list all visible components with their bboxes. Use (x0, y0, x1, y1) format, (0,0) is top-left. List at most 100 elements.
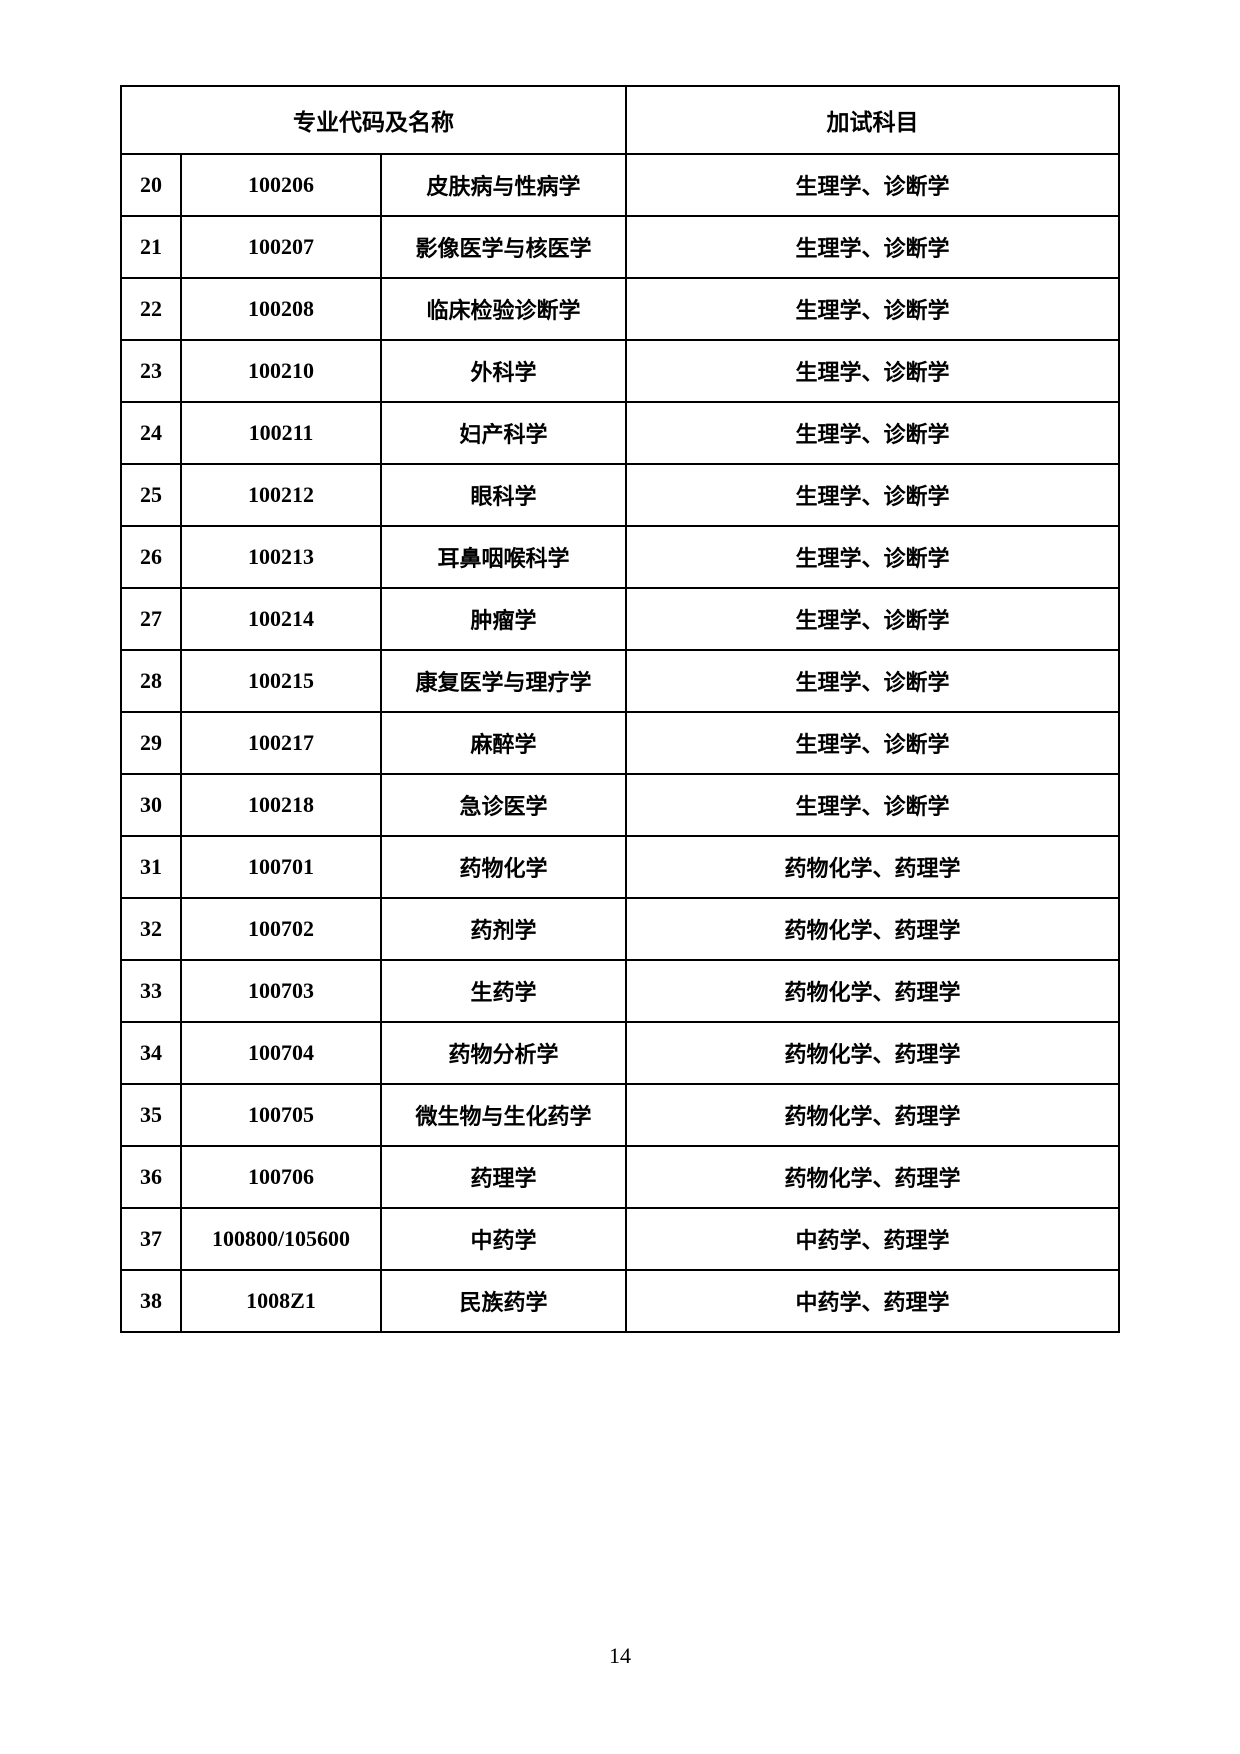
cell-subject: 生理学、诊断学 (626, 712, 1119, 774)
cell-name: 民族药学 (381, 1270, 626, 1332)
cell-name: 急诊医学 (381, 774, 626, 836)
cell-code: 100206 (181, 154, 381, 216)
cell-code: 100212 (181, 464, 381, 526)
cell-index: 33 (121, 960, 181, 1022)
cell-index: 29 (121, 712, 181, 774)
cell-code: 100703 (181, 960, 381, 1022)
cell-index: 23 (121, 340, 181, 402)
cell-code: 100208 (181, 278, 381, 340)
table-row: 20100206皮肤病与性病学生理学、诊断学 (121, 154, 1119, 216)
subjects-table: 专业代码及名称 加试科目 20100206皮肤病与性病学生理学、诊断学21100… (120, 85, 1120, 1333)
cell-index: 20 (121, 154, 181, 216)
cell-subject: 生理学、诊断学 (626, 526, 1119, 588)
table-header-row: 专业代码及名称 加试科目 (121, 86, 1119, 154)
cell-code: 100207 (181, 216, 381, 278)
cell-name: 生药学 (381, 960, 626, 1022)
cell-code: 100214 (181, 588, 381, 650)
cell-index: 35 (121, 1084, 181, 1146)
cell-code: 100705 (181, 1084, 381, 1146)
table-row: 21100207影像医学与核医学生理学、诊断学 (121, 216, 1119, 278)
cell-name: 影像医学与核医学 (381, 216, 626, 278)
cell-name: 药剂学 (381, 898, 626, 960)
cell-code: 100702 (181, 898, 381, 960)
cell-name: 皮肤病与性病学 (381, 154, 626, 216)
cell-index: 31 (121, 836, 181, 898)
cell-name: 外科学 (381, 340, 626, 402)
cell-code: 100800/105600 (181, 1208, 381, 1270)
page-container: 专业代码及名称 加试科目 20100206皮肤病与性病学生理学、诊断学21100… (0, 0, 1240, 1333)
table-row: 34100704药物分析学药物化学、药理学 (121, 1022, 1119, 1084)
header-group-2: 加试科目 (626, 86, 1119, 154)
table-row: 22100208临床检验诊断学生理学、诊断学 (121, 278, 1119, 340)
cell-subject: 生理学、诊断学 (626, 464, 1119, 526)
cell-index: 27 (121, 588, 181, 650)
table-row: 31100701药物化学药物化学、药理学 (121, 836, 1119, 898)
cell-subject: 药物化学、药理学 (626, 1022, 1119, 1084)
cell-code: 100706 (181, 1146, 381, 1208)
cell-name: 康复医学与理疗学 (381, 650, 626, 712)
cell-index: 26 (121, 526, 181, 588)
table-row: 30100218急诊医学生理学、诊断学 (121, 774, 1119, 836)
cell-index: 32 (121, 898, 181, 960)
cell-code: 100701 (181, 836, 381, 898)
cell-name: 妇产科学 (381, 402, 626, 464)
cell-code: 100704 (181, 1022, 381, 1084)
table-body: 20100206皮肤病与性病学生理学、诊断学21100207影像医学与核医学生理… (121, 154, 1119, 1332)
cell-code: 100215 (181, 650, 381, 712)
cell-name: 药物化学 (381, 836, 626, 898)
cell-code: 100213 (181, 526, 381, 588)
table-row: 25100212眼科学生理学、诊断学 (121, 464, 1119, 526)
cell-subject: 药物化学、药理学 (626, 960, 1119, 1022)
cell-subject: 药物化学、药理学 (626, 836, 1119, 898)
cell-index: 28 (121, 650, 181, 712)
table-row: 35100705微生物与生化药学药物化学、药理学 (121, 1084, 1119, 1146)
cell-subject: 药物化学、药理学 (626, 1084, 1119, 1146)
cell-subject: 生理学、诊断学 (626, 774, 1119, 836)
cell-index: 37 (121, 1208, 181, 1270)
cell-name: 麻醉学 (381, 712, 626, 774)
table-row: 32100702药剂学药物化学、药理学 (121, 898, 1119, 960)
cell-index: 30 (121, 774, 181, 836)
cell-subject: 生理学、诊断学 (626, 154, 1119, 216)
cell-name: 临床检验诊断学 (381, 278, 626, 340)
table-row: 28100215康复医学与理疗学生理学、诊断学 (121, 650, 1119, 712)
header-group-1: 专业代码及名称 (121, 86, 626, 154)
table-row: 27100214肿瘤学生理学、诊断学 (121, 588, 1119, 650)
cell-name: 眼科学 (381, 464, 626, 526)
cell-subject: 生理学、诊断学 (626, 588, 1119, 650)
cell-code: 100217 (181, 712, 381, 774)
cell-code: 100211 (181, 402, 381, 464)
table-row: 33100703生药学药物化学、药理学 (121, 960, 1119, 1022)
cell-name: 药理学 (381, 1146, 626, 1208)
table-row: 29100217麻醉学生理学、诊断学 (121, 712, 1119, 774)
cell-code: 100210 (181, 340, 381, 402)
cell-index: 24 (121, 402, 181, 464)
cell-code: 1008Z1 (181, 1270, 381, 1332)
cell-index: 36 (121, 1146, 181, 1208)
cell-subject: 中药学、药理学 (626, 1208, 1119, 1270)
page-number: 14 (0, 1643, 1240, 1669)
cell-subject: 中药学、药理学 (626, 1270, 1119, 1332)
cell-subject: 药物化学、药理学 (626, 898, 1119, 960)
cell-subject: 生理学、诊断学 (626, 278, 1119, 340)
table-row: 36100706药理学药物化学、药理学 (121, 1146, 1119, 1208)
cell-name: 肿瘤学 (381, 588, 626, 650)
table-row: 24100211妇产科学生理学、诊断学 (121, 402, 1119, 464)
cell-name: 药物分析学 (381, 1022, 626, 1084)
cell-subject: 生理学、诊断学 (626, 216, 1119, 278)
cell-name: 微生物与生化药学 (381, 1084, 626, 1146)
cell-subject: 生理学、诊断学 (626, 402, 1119, 464)
cell-subject: 生理学、诊断学 (626, 340, 1119, 402)
cell-index: 25 (121, 464, 181, 526)
cell-index: 22 (121, 278, 181, 340)
table-row: 26100213耳鼻咽喉科学生理学、诊断学 (121, 526, 1119, 588)
cell-code: 100218 (181, 774, 381, 836)
cell-subject: 生理学、诊断学 (626, 650, 1119, 712)
table-row: 381008Z1民族药学中药学、药理学 (121, 1270, 1119, 1332)
cell-name: 中药学 (381, 1208, 626, 1270)
table-row: 37100800/105600中药学中药学、药理学 (121, 1208, 1119, 1270)
cell-index: 34 (121, 1022, 181, 1084)
cell-index: 21 (121, 216, 181, 278)
cell-subject: 药物化学、药理学 (626, 1146, 1119, 1208)
table-row: 23100210外科学生理学、诊断学 (121, 340, 1119, 402)
